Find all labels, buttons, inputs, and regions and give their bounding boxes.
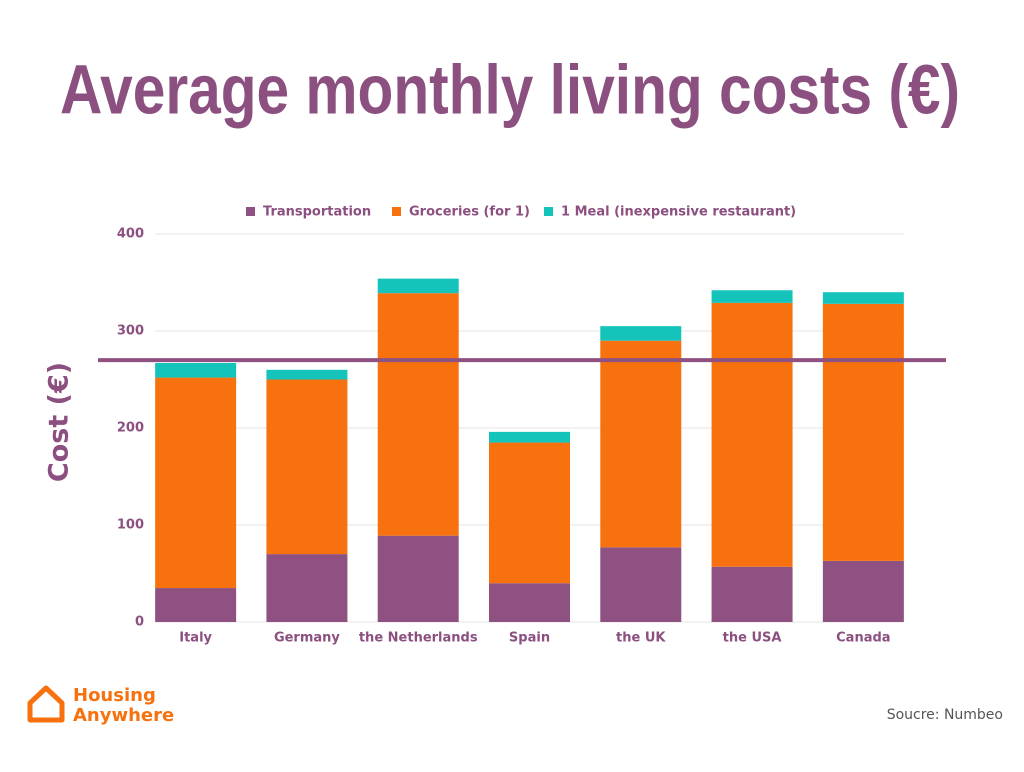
bar-segment: [377, 535, 459, 622]
bar-segment: [711, 302, 793, 567]
legend-label: Groceries (for 1): [409, 205, 530, 220]
legend-label: 1 Meal (inexpensive restaurant): [561, 205, 796, 220]
y-tick-label: 0: [135, 615, 144, 630]
source: Soucre: Numbeo: [887, 707, 1003, 723]
y-tick-label: 200: [117, 421, 144, 436]
y-tick-label: 300: [117, 324, 144, 339]
x-tick-label: the UK: [616, 631, 666, 646]
bar-segment: [155, 363, 237, 378]
bar-segment: [600, 340, 682, 548]
chart-title: Average monthly living costs (€): [60, 50, 960, 128]
bar-segment: [155, 588, 237, 622]
bar-segment: [822, 303, 904, 561]
bar-segment: [377, 293, 459, 536]
logo-icon: [27, 685, 65, 723]
x-tick-label: Germany: [274, 631, 340, 646]
bar-segment: [822, 560, 904, 622]
x-tick-label: the Netherlands: [359, 631, 478, 646]
y-tick-label: 400: [117, 227, 144, 242]
bar-segment: [711, 290, 793, 303]
legend-label: Transportation: [263, 205, 371, 220]
bar-segment: [489, 442, 570, 584]
y-axis-label: Cost (€): [44, 362, 75, 482]
bar-segment: [266, 379, 348, 555]
bar-segment: [155, 377, 237, 589]
legend-marker: [392, 207, 401, 216]
bar-segment: [489, 583, 570, 622]
x-tick-label: Spain: [509, 631, 550, 646]
logo-text: Housing: [73, 685, 156, 706]
legend-marker: [544, 207, 553, 216]
x-tick-label: Italy: [179, 631, 212, 646]
logo-text: Anywhere: [73, 705, 174, 726]
bar-segment: [822, 292, 904, 304]
x-tick-label: Canada: [836, 631, 890, 646]
bar-segment: [266, 369, 348, 380]
bar-segment: [377, 278, 459, 294]
bar-segment: [600, 326, 682, 341]
x-tick-label: the USA: [723, 631, 782, 646]
bar-segment: [266, 554, 348, 622]
bar-segment: [600, 547, 682, 622]
bar-segment: [711, 566, 793, 622]
y-tick-label: 100: [117, 518, 144, 533]
bar-segment: [489, 431, 570, 443]
logo: Housing Anywhere: [27, 685, 174, 726]
legend-marker: [246, 207, 255, 216]
